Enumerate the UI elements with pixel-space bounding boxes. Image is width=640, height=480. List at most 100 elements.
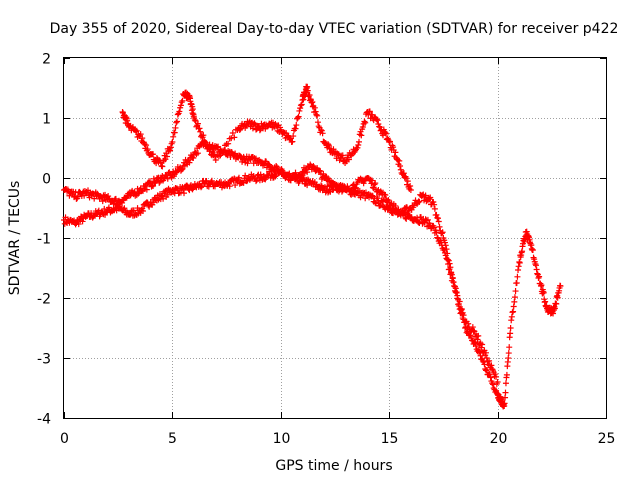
data-point [508,317,515,324]
y-axis-label: SDTVAR / TECUs [7,181,23,296]
data-point [472,343,479,349]
data-point [469,324,476,331]
data-point [167,144,174,151]
data-point [304,169,311,176]
data-point [282,175,289,182]
data-point [422,192,429,199]
data-point [297,102,304,109]
data-point [470,327,477,334]
data-point [507,325,514,331]
data-point [501,400,508,407]
data-point [174,118,181,125]
data-point [189,106,196,113]
data-point [257,171,264,178]
data-point [325,142,332,149]
data-point [266,161,273,168]
data-point [502,380,509,387]
data-point [289,138,296,145]
data-point [371,181,378,188]
data-point [207,144,214,151]
data-point [297,105,304,112]
data-point [361,118,368,125]
data-point [157,178,164,185]
x-tick-label: 25 [598,431,616,447]
data-point [143,142,150,149]
data-point [194,150,201,157]
data-point [382,129,389,136]
data-point [478,344,485,351]
data-point [253,178,260,185]
data-point [515,263,522,270]
data-point [454,295,461,302]
y-tick-label: 1 [42,112,51,128]
data-point [319,130,326,137]
data-point [381,191,388,198]
data-point [295,113,302,120]
data-point [358,132,365,139]
data-point [325,141,332,148]
data-point [318,127,325,134]
data-point [313,111,320,118]
series-middle-band [61,138,501,387]
data-point [105,204,112,211]
data-point [194,120,201,127]
data-point [200,132,207,139]
data-point [135,190,142,197]
data-point [397,163,404,169]
data-point [311,104,318,111]
data-point [516,259,523,266]
data-point [449,274,456,281]
data-points [61,83,564,410]
data-point [400,170,407,177]
data-point [177,102,184,109]
y-tick-label: -3 [37,352,51,368]
data-point [557,283,564,289]
data-point [502,389,509,396]
x-tick-label: 0 [60,431,69,447]
data-point [433,211,440,218]
data-point [354,144,361,151]
data-point [362,119,369,126]
data-point [139,135,146,142]
data-point [438,230,445,237]
data-point [407,187,414,193]
data-point [376,202,383,209]
data-point [445,256,452,263]
data-point [493,373,500,380]
data-point [389,205,396,212]
data-point [509,309,516,316]
data-point [396,157,403,164]
y-tick-label: -4 [37,412,51,428]
data-point [430,198,437,205]
x-tick-label: 10 [273,431,291,447]
data-point [486,371,493,378]
data-point [356,138,363,145]
data-point [150,151,157,158]
x-tick-label: 15 [381,431,399,447]
data-point [397,166,404,173]
data-point [139,205,146,212]
data-point [167,147,174,154]
data-point [441,239,448,246]
data-point [442,242,449,249]
data-point [170,133,177,140]
data-point [144,146,151,153]
data-point [513,279,520,286]
data-point [159,163,166,170]
data-point [212,157,219,163]
x-tick-labels: 0 5 10 15 20 25 [60,431,615,447]
data-point [143,186,150,193]
data-point [156,179,163,186]
data-point [139,208,146,215]
data-point [178,99,185,106]
data-point [535,274,542,281]
data-point [446,260,453,267]
data-point [553,300,560,307]
data-point [488,362,495,369]
data-point [217,152,224,159]
data-point [292,169,299,176]
data-point [88,210,95,217]
data-point [459,315,466,322]
y-tick-label: 2 [42,52,51,68]
data-point [229,129,236,136]
